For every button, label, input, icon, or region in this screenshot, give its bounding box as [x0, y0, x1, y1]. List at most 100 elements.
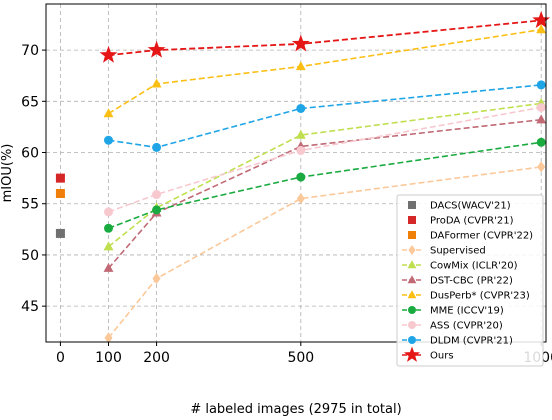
y-axis-label: mIOU(%): [0, 144, 15, 203]
series-line: [108, 84, 542, 149]
data-point: [296, 192, 305, 205]
data-point: [152, 205, 162, 215]
y-tick-label: 45: [21, 299, 39, 315]
data-point: [532, 11, 551, 28]
y-tick-label: 50: [21, 248, 39, 264]
data-point: [55, 173, 65, 183]
data-point: [537, 161, 546, 173]
series-line: [108, 19, 542, 57]
y-tick-label: 55: [21, 197, 39, 213]
legend-label: DAFormer (CVPR'22): [430, 231, 533, 242]
data-point: [104, 223, 113, 233]
legend-entry: ProDA (CVPR'21): [408, 216, 514, 227]
series-layer: [55, 11, 551, 344]
data-point: [55, 228, 65, 238]
series-ass-cvpr-20: [104, 102, 546, 217]
data-point: [151, 78, 162, 88]
legend-marker: [408, 306, 416, 314]
legend-entry: DLDM (CVPR'21): [402, 336, 513, 347]
series-line: [108, 28, 542, 115]
data-point: [104, 135, 113, 145]
legend-marker: [408, 216, 416, 224]
plot-frame: [45, 3, 547, 343]
data-point: [536, 137, 546, 147]
legend-entry: Supervised: [402, 245, 486, 257]
data-point: [104, 207, 113, 217]
x-tick-label: 0: [56, 350, 65, 366]
data-point: [103, 262, 114, 272]
legend-box: [396, 194, 544, 367]
x-axis: 01002005001000: [56, 342, 552, 366]
series-line: [107, 118, 542, 269]
x-tick-label: 100: [95, 350, 122, 366]
legend-marker: [407, 260, 417, 269]
legend-marker: [408, 231, 416, 239]
data-point: [103, 108, 114, 118]
legend: DACS(WACV'21) ProDA (CVPR'21) DAFormer (CV…: [396, 194, 544, 367]
data-point: [295, 61, 306, 71]
y-tick-label: 60: [21, 146, 39, 162]
legend-label: DST-CBC (PR'22): [430, 276, 513, 287]
data-point: [152, 142, 162, 152]
legend-marker: [408, 336, 416, 344]
legend-entry: DACS(WACV'21): [408, 201, 511, 212]
legend-marker: [403, 346, 421, 362]
data-point: [536, 80, 546, 90]
legend-label: DACS(WACV'21): [430, 201, 511, 212]
series-line: [108, 141, 542, 230]
data-point: [536, 102, 546, 112]
legend-entry: MME (ICCV'19): [402, 306, 504, 317]
data-point: [104, 332, 113, 344]
series-mme-iccv-19: [104, 137, 546, 233]
legend-marker: [408, 321, 416, 329]
legend-marker: [407, 275, 417, 284]
series-line: [107, 166, 542, 339]
series-line: [107, 102, 542, 248]
data-point: [296, 172, 306, 182]
legend-entry: Ours: [402, 346, 454, 362]
legend-label: CowMix (ICLR'20): [430, 261, 518, 272]
series-dusperb-cvpr-23: [103, 24, 547, 118]
legend-label: DusPerb* (CVPR'23): [430, 291, 530, 302]
legend-label: MME (ICCV'19): [430, 306, 504, 317]
legend-entry: DusPerb* (CVPR'23): [402, 290, 530, 302]
x-tick-label: 500: [287, 350, 314, 366]
data-point: [291, 34, 310, 52]
data-point: [55, 188, 65, 198]
data-point: [103, 241, 114, 251]
legend-marker: [407, 290, 417, 299]
series-proda-cvpr-21: [55, 173, 65, 183]
legend-label: DLDM (CVPR'21): [430, 336, 513, 347]
data-point: [295, 129, 306, 139]
legend-label: Ours: [430, 351, 454, 362]
legend-entry: DAFormer (CVPR'22): [408, 231, 533, 242]
series-line: [108, 106, 542, 213]
series-dldm-cvpr-21: [104, 80, 546, 152]
legend-marker: [408, 245, 416, 255]
data-point: [296, 145, 306, 155]
legend-label: Supervised: [430, 246, 486, 257]
data-point: [536, 24, 547, 34]
series-supervised: [104, 161, 546, 344]
legend-entry: ASS (CVPR'20): [402, 321, 503, 332]
y-tick-label: 70: [21, 43, 39, 59]
legend-marker: [408, 201, 416, 209]
series-ours: [99, 11, 551, 63]
data-point: [99, 45, 118, 63]
y-axis: 45 50 55 60 65 70: [21, 43, 46, 315]
legend-label: ASS (CVPR'20): [430, 321, 503, 332]
data-point: [536, 114, 547, 124]
data-point: [152, 272, 161, 285]
y-tick-label: 65: [21, 94, 39, 110]
x-tick-label: 200: [143, 350, 170, 366]
x-axis-label: # labeled images (2975 in total): [190, 402, 401, 417]
data-point: [152, 190, 162, 200]
legend-entry: CowMix (ICLR'20): [402, 260, 518, 272]
series-daformer-cvpr-22: [55, 188, 65, 198]
series-dacs-wacv-21: [55, 228, 65, 238]
data-point: [296, 103, 306, 113]
data-point: [147, 40, 166, 58]
legend-entry: DST-CBC (PR'22): [402, 275, 513, 287]
legend-label: ProDA (CVPR'21): [430, 216, 514, 227]
